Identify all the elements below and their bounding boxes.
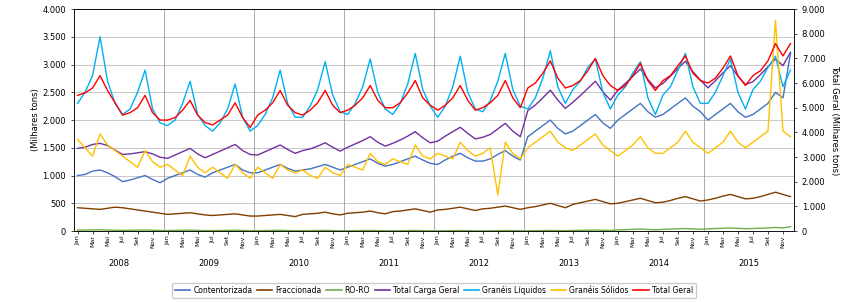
Text: 2012: 2012 [469,259,490,268]
Text: 2009: 2009 [199,259,220,268]
Text: 2008: 2008 [108,259,129,268]
Y-axis label: Total Geral (Milhares tons): Total Geral (Milhares tons) [830,65,838,175]
Text: 2013: 2013 [558,259,580,268]
Text: 2014: 2014 [648,259,669,268]
Text: 2015: 2015 [739,259,760,268]
Y-axis label: (Milhares tons): (Milhares tons) [30,89,40,151]
Legend: Contentorizada, Fraccionada, RO-RO, Total Carga Geral, Granéis Líquidos, Granéis: Contentorizada, Fraccionada, RO-RO, Tota… [172,283,696,298]
Text: 2011: 2011 [378,259,399,268]
Text: 2010: 2010 [288,259,309,268]
